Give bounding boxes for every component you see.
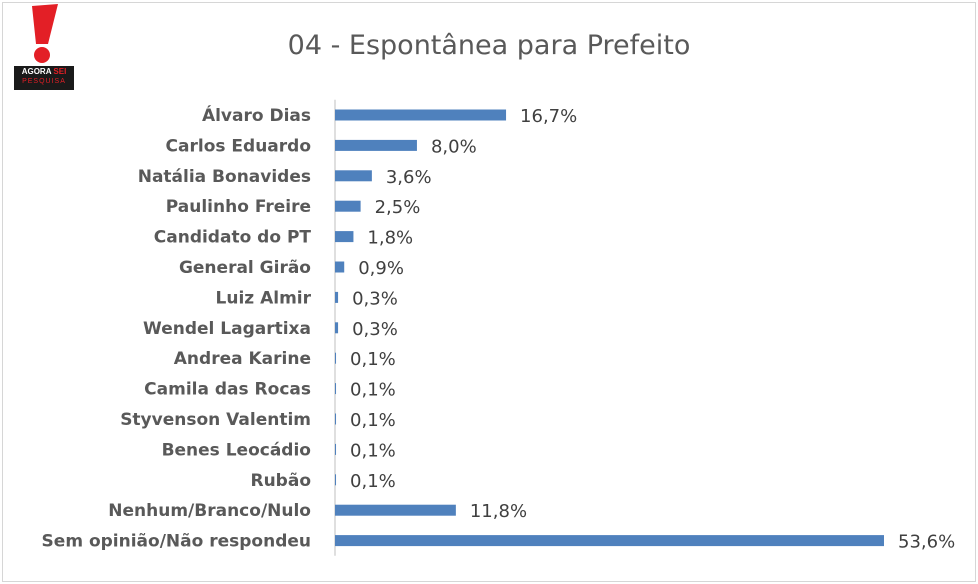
- value-label: 0,3%: [352, 288, 398, 309]
- category-label: Styvenson Valentim: [120, 410, 311, 430]
- bar: [335, 109, 507, 121]
- category-label: General Girão: [179, 258, 311, 278]
- value-label: 11,8%: [470, 501, 527, 522]
- category-label: Carlos Eduardo: [166, 136, 311, 156]
- value-label: 0,3%: [352, 319, 398, 340]
- category-label: Álvaro Dias: [202, 104, 311, 126]
- category-label: Benes Leocádio: [162, 440, 311, 460]
- bar: [335, 413, 337, 425]
- category-label: Wendel Lagartixa: [143, 319, 311, 339]
- value-label: 3,6%: [386, 167, 432, 188]
- category-label: Andrea Karine: [174, 349, 311, 369]
- logo-word-sei: SEI: [53, 67, 67, 76]
- agora-sei-logo: AGORA SEI PESQUISA: [14, 4, 74, 90]
- bar: [335, 261, 345, 273]
- category-label: Candidato do PT: [154, 228, 312, 248]
- chart-title: 04 - Espontânea para Prefeito: [287, 30, 691, 61]
- value-label: 1,8%: [367, 228, 413, 249]
- value-label: 8,0%: [431, 136, 477, 157]
- category-label: Luiz Almir: [216, 288, 312, 308]
- category-label: Natália Bonavides: [138, 167, 311, 187]
- category-label: Nenhum/Branco/Nulo: [108, 501, 311, 521]
- bar: [335, 322, 339, 334]
- logo-text-agora-sei: AGORA SEI: [14, 67, 74, 76]
- logo-band: [14, 66, 74, 90]
- bar: [335, 139, 417, 151]
- value-label: 0,1%: [350, 410, 396, 431]
- value-label: 0,1%: [350, 471, 396, 492]
- logo-text-pesquisa: PESQUISA: [22, 78, 66, 85]
- value-label: 0,1%: [350, 380, 396, 401]
- bar: [335, 474, 337, 486]
- category-label: Rubão: [250, 471, 311, 491]
- bar: [335, 504, 456, 516]
- value-label: 53,6%: [898, 532, 955, 553]
- category-label: Paulinho Freire: [166, 197, 311, 217]
- value-label: 16,7%: [520, 106, 577, 127]
- value-label: 2,5%: [375, 197, 421, 218]
- value-label: 0,1%: [350, 349, 396, 370]
- bar: [335, 170, 372, 182]
- value-label: 0,1%: [350, 440, 396, 461]
- category-label: Sem opinião/Não respondeu: [42, 532, 311, 552]
- value-label: 0,9%: [358, 258, 404, 279]
- bar: [335, 291, 339, 303]
- bar: [335, 383, 337, 395]
- exclamation-logo-icon: [32, 4, 58, 63]
- logo-word-agora: AGORA: [21, 67, 52, 76]
- bar: [335, 231, 354, 243]
- bar: [335, 352, 337, 364]
- bar: [335, 535, 884, 547]
- bar: [335, 200, 361, 212]
- bar: [335, 443, 337, 455]
- category-label: Camila das Rocas: [144, 380, 311, 400]
